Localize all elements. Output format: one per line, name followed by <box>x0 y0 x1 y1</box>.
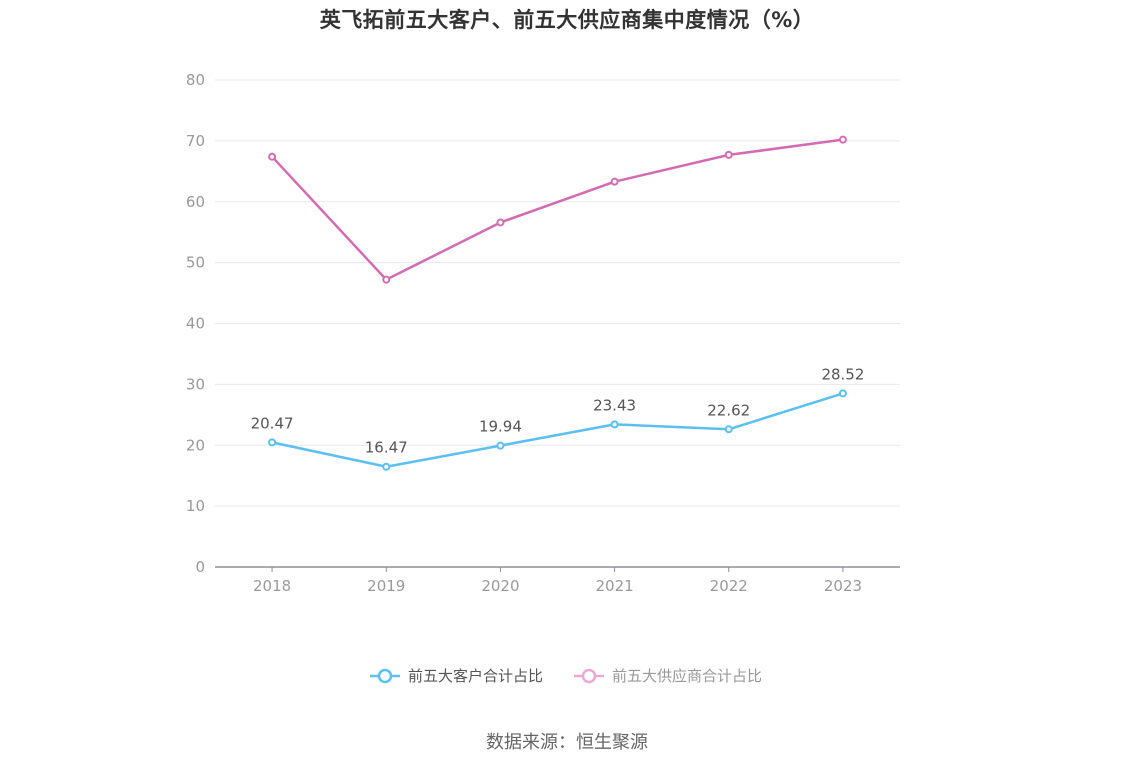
y-tick-label: 50 <box>186 254 205 272</box>
y-tick-label: 70 <box>186 132 205 150</box>
x-tick-label: 2018 <box>253 577 291 595</box>
data-label: 23.43 <box>593 396 636 414</box>
series-line-2 <box>271 138 844 281</box>
series <box>268 135 847 471</box>
x-tick-label: 2022 <box>710 577 748 595</box>
data-point <box>268 152 277 161</box>
data-point <box>268 438 277 447</box>
legend[interactable]: 前五大客户合计占比 前五大供应商合计占比 <box>370 667 762 685</box>
data-label: 19.94 <box>479 418 522 436</box>
data-point <box>838 389 847 398</box>
data-point <box>382 462 391 471</box>
legend-item-1[interactable]: 前五大客户合计占比 <box>370 667 543 685</box>
y-tick-label: 30 <box>186 375 205 393</box>
data-label: 16.47 <box>365 439 408 457</box>
y-tick-label: 10 <box>186 497 205 515</box>
data-point <box>382 275 391 284</box>
y-tick-label: 40 <box>186 315 205 333</box>
legend-marker-icon <box>581 668 597 684</box>
data-label: 20.47 <box>251 414 294 432</box>
data-label: 28.52 <box>821 365 864 383</box>
data-point <box>496 218 505 227</box>
chart-title: 英飞拓前五大客户、前五大供应商集中度情况（%） <box>319 8 815 32</box>
y-tick-label: 20 <box>186 436 205 454</box>
data-source: 数据来源：恒生聚源 <box>486 732 648 753</box>
grid-lines <box>215 79 900 507</box>
y-tick-label: 80 <box>186 71 205 89</box>
x-tick-label: 2019 <box>367 577 405 595</box>
y-tick-label: 60 <box>186 193 205 211</box>
data-point <box>724 425 733 434</box>
legend-label: 前五大客户合计占比 <box>408 667 543 685</box>
x-tick-label: 2023 <box>824 577 862 595</box>
x-tick-label: 2021 <box>595 577 633 595</box>
data-point <box>724 150 733 159</box>
data-point <box>610 177 619 186</box>
x-tick-label: 2020 <box>481 577 519 595</box>
series-line-1 <box>271 392 844 468</box>
data-labels: 20.47 16.47 19.94 23.43 22.62 28.52 <box>251 365 865 456</box>
axes: 0 10 20 30 40 50 60 70 80 2018 2019 2020 2021 2022 202… <box>186 71 900 595</box>
legend-marker-icon <box>377 668 393 684</box>
data-point <box>496 441 505 450</box>
legend-label: 前五大供应商合计占比 <box>612 667 762 685</box>
data-point <box>838 135 847 144</box>
data-label: 22.62 <box>707 401 750 419</box>
legend-item-2[interactable]: 前五大供应商合计占比 <box>574 667 762 685</box>
y-tick-label: 0 <box>195 558 205 576</box>
data-point <box>610 420 619 429</box>
